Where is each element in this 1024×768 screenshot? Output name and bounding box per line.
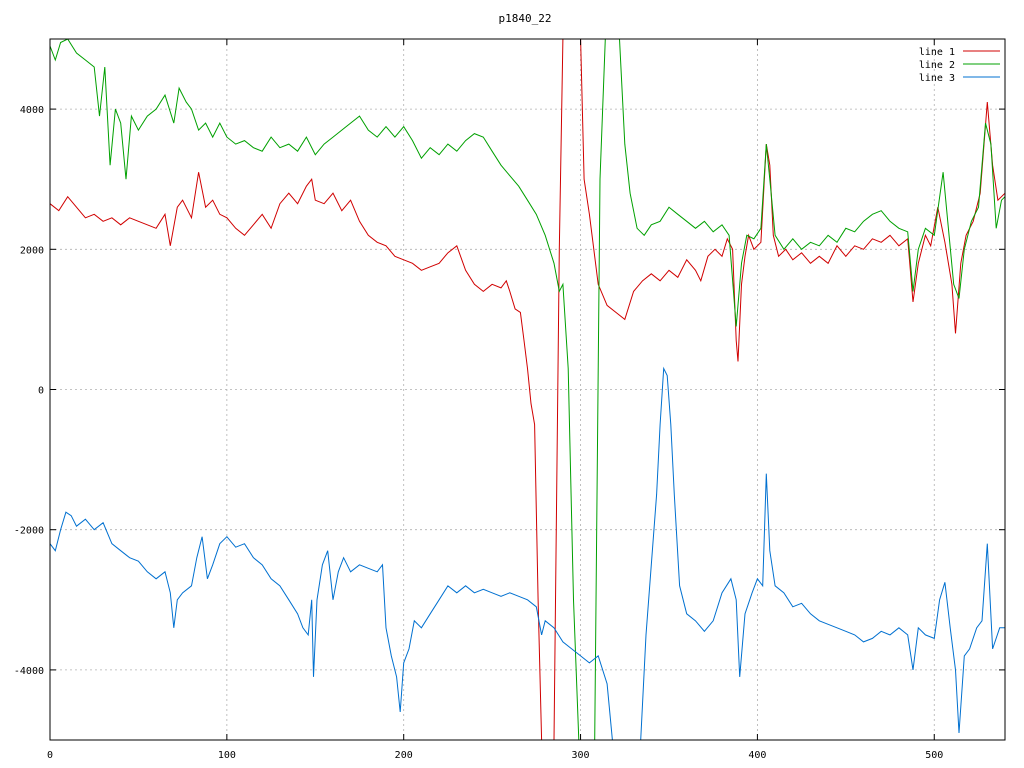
y-tick-label: 0: [38, 386, 44, 397]
legend-label: line 3: [919, 73, 955, 84]
x-tick-label: 400: [748, 750, 766, 761]
x-tick-label: 300: [572, 750, 590, 761]
y-tick-label: -4000: [14, 666, 44, 677]
x-tick-label: 200: [395, 750, 413, 761]
series-line-1: [50, 39, 1005, 740]
x-tick-label: 500: [925, 750, 943, 761]
y-tick-label: 4000: [20, 105, 44, 116]
series-group: [50, 39, 1005, 740]
y-tick-label: 2000: [20, 245, 44, 256]
legend: line 1 line 2 line 3: [919, 47, 1000, 84]
legend-label: line 1: [919, 47, 955, 58]
y-tick-label: -2000: [14, 526, 44, 537]
x-tick-label: 100: [218, 750, 236, 761]
series-line-3: [50, 366, 1005, 740]
gridlines: [49, 39, 1005, 740]
x-tick-label: 0: [47, 750, 53, 761]
legend-label: line 2: [919, 60, 955, 71]
axis-ticks: 0 100 200 300 400 500 -4000 -2000 0 2000 4000: [14, 39, 1005, 761]
series-line-2: [50, 39, 1005, 740]
chart-title: p1840_22: [499, 12, 552, 25]
